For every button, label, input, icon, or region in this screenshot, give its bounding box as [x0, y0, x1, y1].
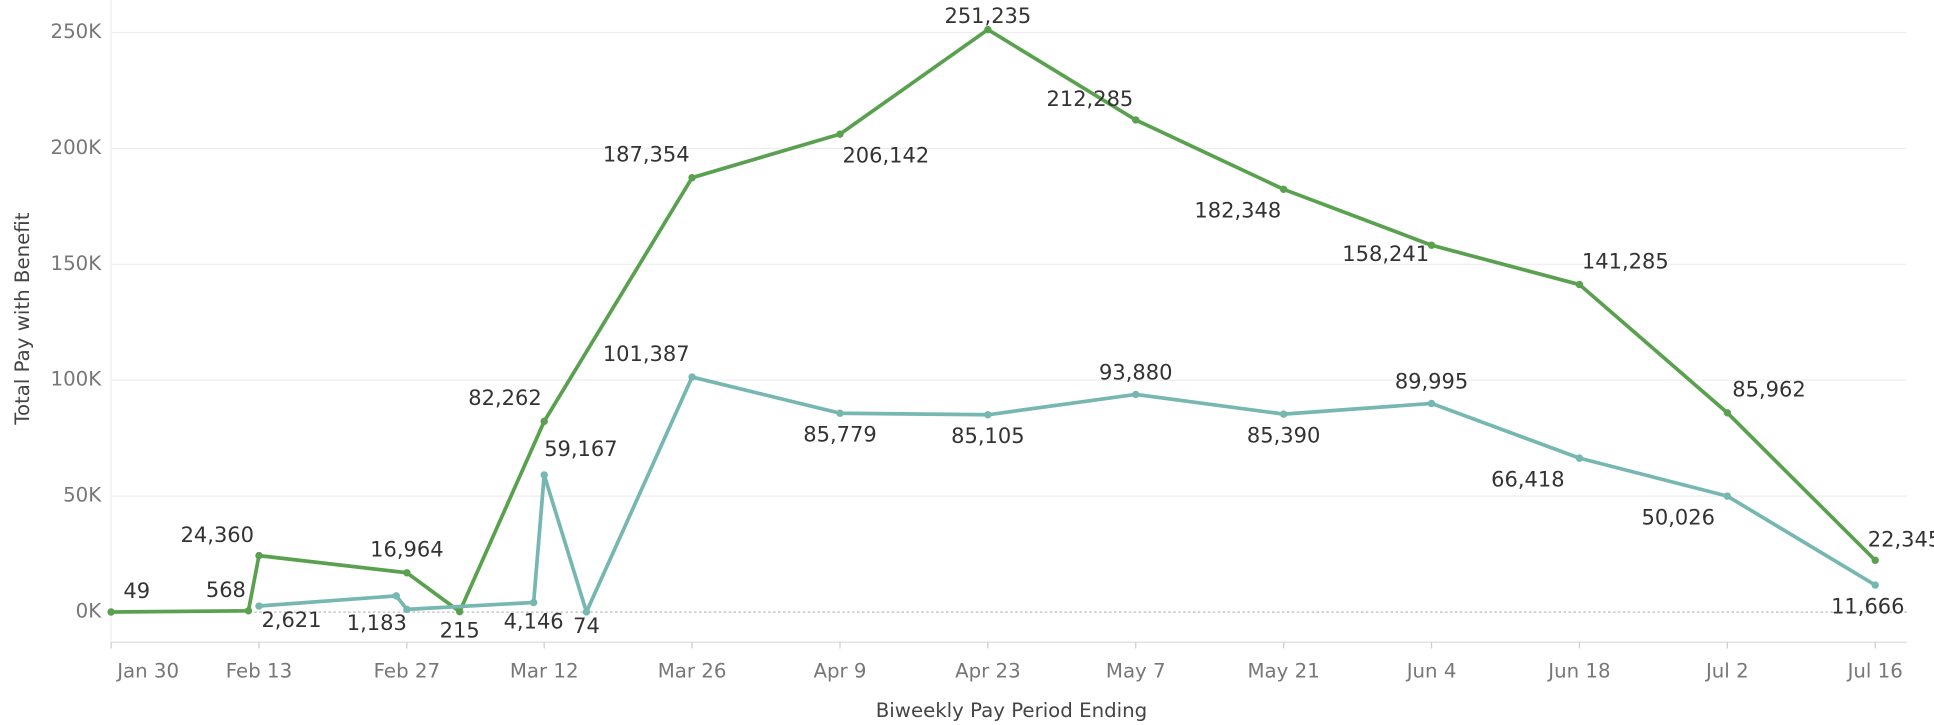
- point: [1723, 492, 1732, 500]
- y-tick-label: 250K: [51, 20, 103, 43]
- x-tick-label: Jul 16: [1846, 659, 1903, 682]
- point: [455, 607, 464, 616]
- data-label: 206,142: [842, 143, 929, 167]
- point: [1427, 241, 1436, 249]
- data-label: 1,183: [347, 611, 407, 635]
- point: [1723, 409, 1732, 417]
- data-label: 187,354: [603, 142, 690, 166]
- data-label: 66,418: [1491, 467, 1564, 491]
- x-tick-label: May 21: [1248, 659, 1320, 682]
- point: [1132, 390, 1140, 399]
- data-label: 568: [206, 578, 246, 602]
- y-tick-label: 150K: [51, 252, 103, 275]
- point: [1279, 410, 1288, 418]
- data-label: 101,387: [603, 342, 690, 366]
- data-label: 85,390: [1247, 423, 1320, 447]
- data-label: 59,167: [544, 437, 617, 461]
- x-tick-label: Feb 13: [226, 659, 292, 682]
- point: [836, 130, 844, 138]
- point: [1575, 454, 1584, 462]
- data-label: 85,962: [1732, 378, 1805, 402]
- x-tick-label: Jul 2: [1704, 659, 1749, 682]
- data-label: 49: [123, 579, 150, 603]
- point: [1871, 556, 1879, 565]
- data-label: 251,235: [944, 4, 1031, 28]
- x-tick-label: May 7: [1106, 659, 1166, 682]
- series-line: [258, 375, 1877, 614]
- point: [1279, 185, 1288, 194]
- data-label: 85,105: [951, 424, 1024, 448]
- point: [540, 417, 548, 426]
- data-label: 85,779: [803, 422, 876, 446]
- x-tick-label: Mar 12: [510, 659, 579, 682]
- data-label: 2,621: [261, 608, 321, 632]
- point: [688, 373, 696, 381]
- point: [688, 174, 696, 182]
- data-label: 22,345: [1868, 528, 1934, 552]
- data-label: 4,146: [504, 609, 564, 633]
- data-label: 89,995: [1395, 369, 1468, 393]
- data-label: 158,241: [1342, 242, 1429, 266]
- point: [1427, 399, 1436, 408]
- y-axis-title: Total Pay with Benefit: [11, 212, 34, 425]
- y-tick-label: 200K: [51, 136, 103, 159]
- point: [1871, 581, 1879, 589]
- data-label: 182,348: [1194, 199, 1281, 223]
- data-label: 215: [440, 618, 480, 642]
- point: [529, 598, 538, 607]
- x-tick-label: Mar 26: [658, 659, 727, 682]
- y-tick-label: 0K: [76, 600, 103, 623]
- point: [392, 592, 401, 600]
- point: [107, 608, 115, 616]
- data-label: 11,666: [1831, 594, 1904, 618]
- point: [984, 25, 992, 34]
- data-label: 93,880: [1099, 360, 1172, 384]
- series-line: [111, 27, 1877, 614]
- point: [836, 409, 844, 417]
- data-label: 74: [573, 614, 600, 638]
- x-tick-label: Jun 18: [1546, 659, 1610, 682]
- x-tick-label: Feb 27: [374, 659, 440, 682]
- x-tick-label: Apr 23: [955, 659, 1021, 682]
- data-label: 50,026: [1642, 505, 1715, 529]
- y-tick-label: 100K: [51, 368, 103, 391]
- x-tick-label: Jan 30: [115, 659, 179, 682]
- point: [1575, 280, 1584, 289]
- point: [255, 551, 263, 560]
- point: [1132, 116, 1140, 124]
- point: [582, 608, 591, 616]
- point: [403, 605, 411, 614]
- x-tick-label: Apr 9: [813, 659, 866, 682]
- data-label: 82,262: [468, 386, 541, 410]
- point: [244, 607, 253, 615]
- data-label: 24,360: [181, 523, 254, 547]
- x-tick-label: Jun 4: [1405, 659, 1457, 682]
- point: [255, 602, 263, 610]
- data-label: 141,285: [1582, 249, 1669, 273]
- point: [403, 569, 411, 577]
- point: [540, 471, 548, 479]
- point: [984, 411, 992, 419]
- data-label: 212,285: [1047, 87, 1134, 111]
- y-tick-label: 50K: [63, 484, 102, 507]
- x-axis-title: Biweekly Pay Period Ending: [876, 699, 1147, 722]
- data-label: 16,964: [370, 538, 443, 562]
